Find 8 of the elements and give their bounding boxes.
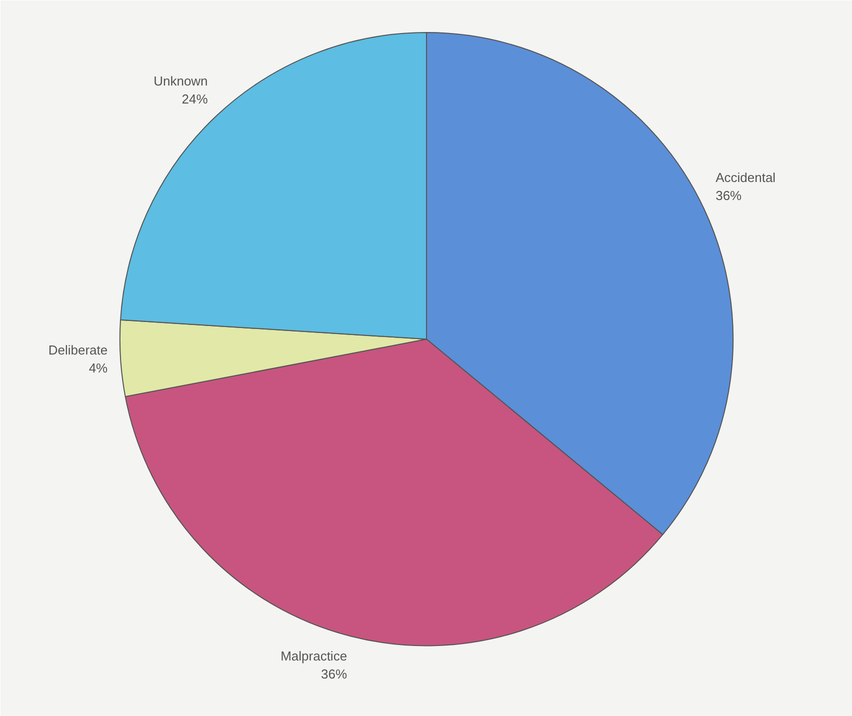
slice-label: Accidental: [716, 170, 776, 186]
data-label: 4%: [88, 360, 108, 376]
slice-label: Malpractice: [280, 648, 348, 664]
data-label: 36%: [716, 188, 742, 204]
slice-label: Deliberate: [48, 342, 108, 358]
data-label: 24%: [182, 91, 208, 106]
slice-label: Unknown: [154, 73, 208, 88]
data-label: 36%: [321, 666, 348, 682]
